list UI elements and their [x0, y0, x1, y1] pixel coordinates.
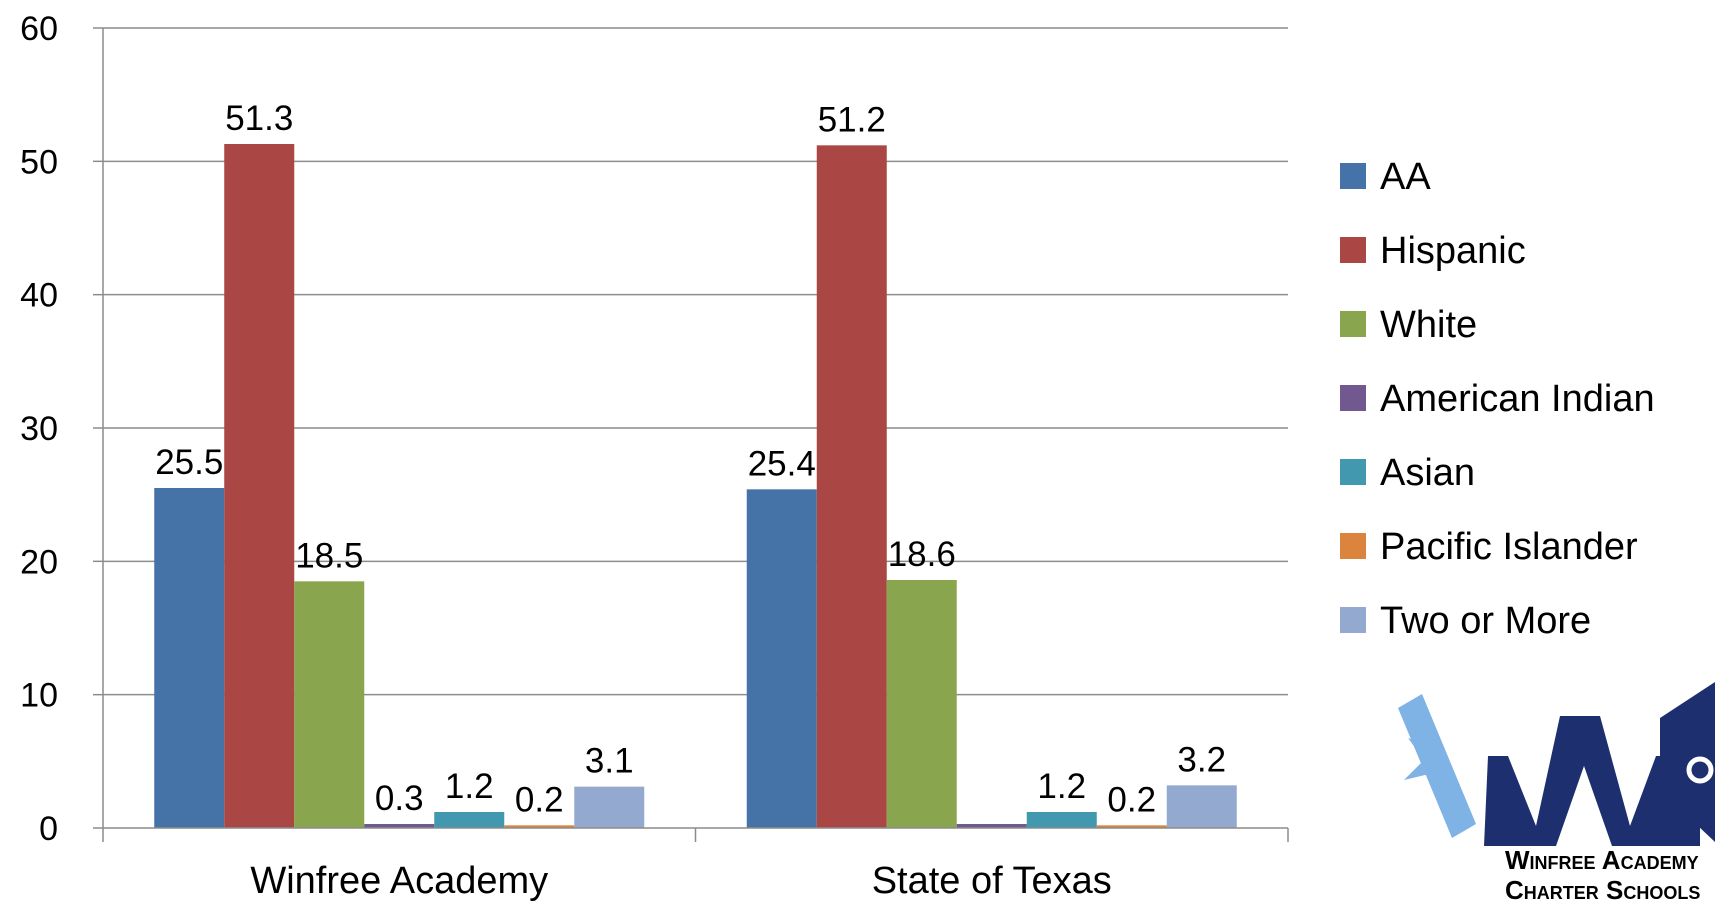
legend-label: Pacific Islander	[1380, 526, 1638, 568]
legend-label: White	[1380, 304, 1477, 346]
y-tick-label: 10	[20, 677, 58, 715]
data-label: 25.4	[748, 444, 816, 483]
legend-swatch	[1340, 163, 1366, 189]
data-label: 51.2	[818, 100, 886, 139]
bar-pacific-islander-2	[1096, 825, 1167, 828]
logo-text-line1: Winfree Academy	[1505, 845, 1699, 875]
y-tick-label: 50	[20, 143, 58, 181]
bar-two-or-more-1	[574, 786, 645, 828]
data-label: 18.6	[888, 535, 956, 574]
y-axis-tick-labels: 0 10 20 30 40 50 60	[20, 10, 58, 848]
data-label: 18.5	[295, 536, 363, 575]
bar-white-1	[294, 581, 365, 828]
data-labels: 25.5 51.3 18.5 0.3 1.2 0.2 3.1 25.4 51.2 18.6 1.2 0…	[155, 99, 1226, 819]
y-tick-label: 60	[20, 10, 58, 48]
logo-diamond-shape	[1660, 682, 1715, 842]
bars	[154, 144, 1237, 829]
y-tick-label: 20	[20, 543, 58, 581]
legend-label: Two or More	[1380, 600, 1591, 642]
bar-two-or-more-2	[1166, 785, 1237, 828]
legend: AA Hispanic White American Indian Asian Pacif…	[1340, 156, 1655, 642]
data-label: 0.3	[375, 779, 424, 818]
axes	[102, 28, 1289, 842]
legend-swatch	[1340, 533, 1366, 559]
data-label: 25.5	[155, 443, 223, 482]
bar-american-indian-2	[956, 824, 1027, 828]
y-tick-label: 40	[20, 277, 58, 315]
legend-label: American Indian	[1380, 378, 1655, 420]
bar-aa-1	[154, 488, 225, 828]
x-category-label: Winfree Academy	[250, 860, 548, 902]
legend-swatch	[1340, 385, 1366, 411]
data-label: 0.2	[515, 780, 564, 819]
logo-text-line2: Charter Schools	[1505, 875, 1700, 905]
data-label: 3.1	[585, 742, 634, 781]
winfree-academy-logo: Winfree Academy Charter Schools	[1398, 682, 1715, 905]
data-label: 0.2	[1107, 780, 1156, 819]
x-category-label: State of Texas	[872, 860, 1112, 902]
bar-pacific-islander-1	[504, 825, 575, 828]
legend-swatch	[1340, 237, 1366, 263]
legend-label: AA	[1380, 156, 1431, 198]
bar-hispanic-2	[816, 145, 887, 829]
data-label: 1.2	[445, 767, 494, 806]
legend-label: Asian	[1380, 452, 1475, 494]
logo-magnifier-icon	[1686, 756, 1714, 784]
bar-hispanic-1	[224, 144, 295, 828]
data-label: 3.2	[1177, 740, 1226, 779]
bar-asian-2	[1026, 812, 1097, 828]
data-label: 51.3	[225, 99, 293, 138]
y-tick-label: 0	[39, 810, 58, 848]
bar-asian-1	[434, 812, 505, 828]
bar-american-indian-1	[364, 824, 435, 828]
y-tick-label: 30	[20, 410, 58, 448]
legend-label: Hispanic	[1380, 230, 1526, 272]
legend-swatch	[1340, 607, 1366, 633]
legend-swatch	[1340, 459, 1366, 485]
legend-swatch	[1340, 311, 1366, 337]
bar-white-2	[886, 580, 957, 828]
logo-w-shape	[1484, 716, 1700, 846]
logo-ribbon-shape	[1404, 738, 1446, 780]
data-label: 1.2	[1037, 767, 1086, 806]
bar-aa-2	[746, 489, 817, 828]
x-axis-category-labels: Winfree Academy State of Texas	[250, 860, 1111, 902]
